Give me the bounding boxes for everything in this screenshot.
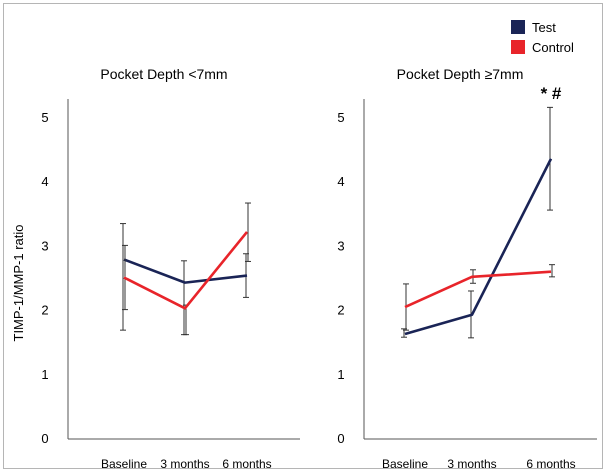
y-tick-label: 4 — [41, 174, 48, 189]
series-line-control — [123, 231, 249, 310]
y-tick-label: 5 — [41, 110, 48, 125]
legend-swatch-control — [511, 40, 525, 54]
y-tick-label: 1 — [41, 367, 48, 382]
x-tick-label: 6 months — [526, 457, 575, 471]
x-tick-label: 3 months — [160, 457, 209, 471]
legend-label-control: Control — [532, 40, 574, 55]
chart-panel-pocket-depth-ge7: Pocket Depth ≥7mm * # 0 1 2 3 4 5 Baseline 3 mo… — [337, 66, 597, 471]
y-axis-label: TIMP-1/MMP-1 ratio — [11, 224, 26, 341]
legend: Test Control — [511, 20, 574, 55]
y-tick-label: 1 — [337, 367, 344, 382]
y-tick-label: 4 — [337, 174, 344, 189]
x-tick-label: Baseline — [101, 457, 147, 471]
legend-label-test: Test — [532, 20, 556, 35]
y-tick-label: 3 — [41, 238, 48, 253]
series-line-control — [404, 270, 552, 309]
series-line-test — [404, 158, 553, 336]
x-tick-label: 6 months — [222, 457, 271, 471]
y-tick-label: 3 — [337, 238, 344, 253]
series-line-test — [123, 258, 248, 284]
y-tick-label: 2 — [41, 303, 48, 318]
y-tick-label: 5 — [337, 110, 344, 125]
y-tick-label: 0 — [337, 431, 344, 446]
y-tick-label: 0 — [41, 431, 48, 446]
y-tick-label: 2 — [337, 303, 344, 318]
panel-title: Pocket Depth <7mm — [100, 66, 227, 82]
figure-frame — [3, 3, 603, 469]
significance-annotation: * # — [541, 84, 562, 103]
legend-swatch-test — [511, 20, 525, 34]
panel-title: Pocket Depth ≥7mm — [397, 66, 524, 82]
chart-panel-pocket-depth-lt7: Pocket Depth <7mm 0 1 2 3 4 5 Baseline 3 months… — [41, 66, 300, 471]
x-tick-label: 3 months — [447, 457, 496, 471]
x-tick-label: Baseline — [382, 457, 428, 471]
